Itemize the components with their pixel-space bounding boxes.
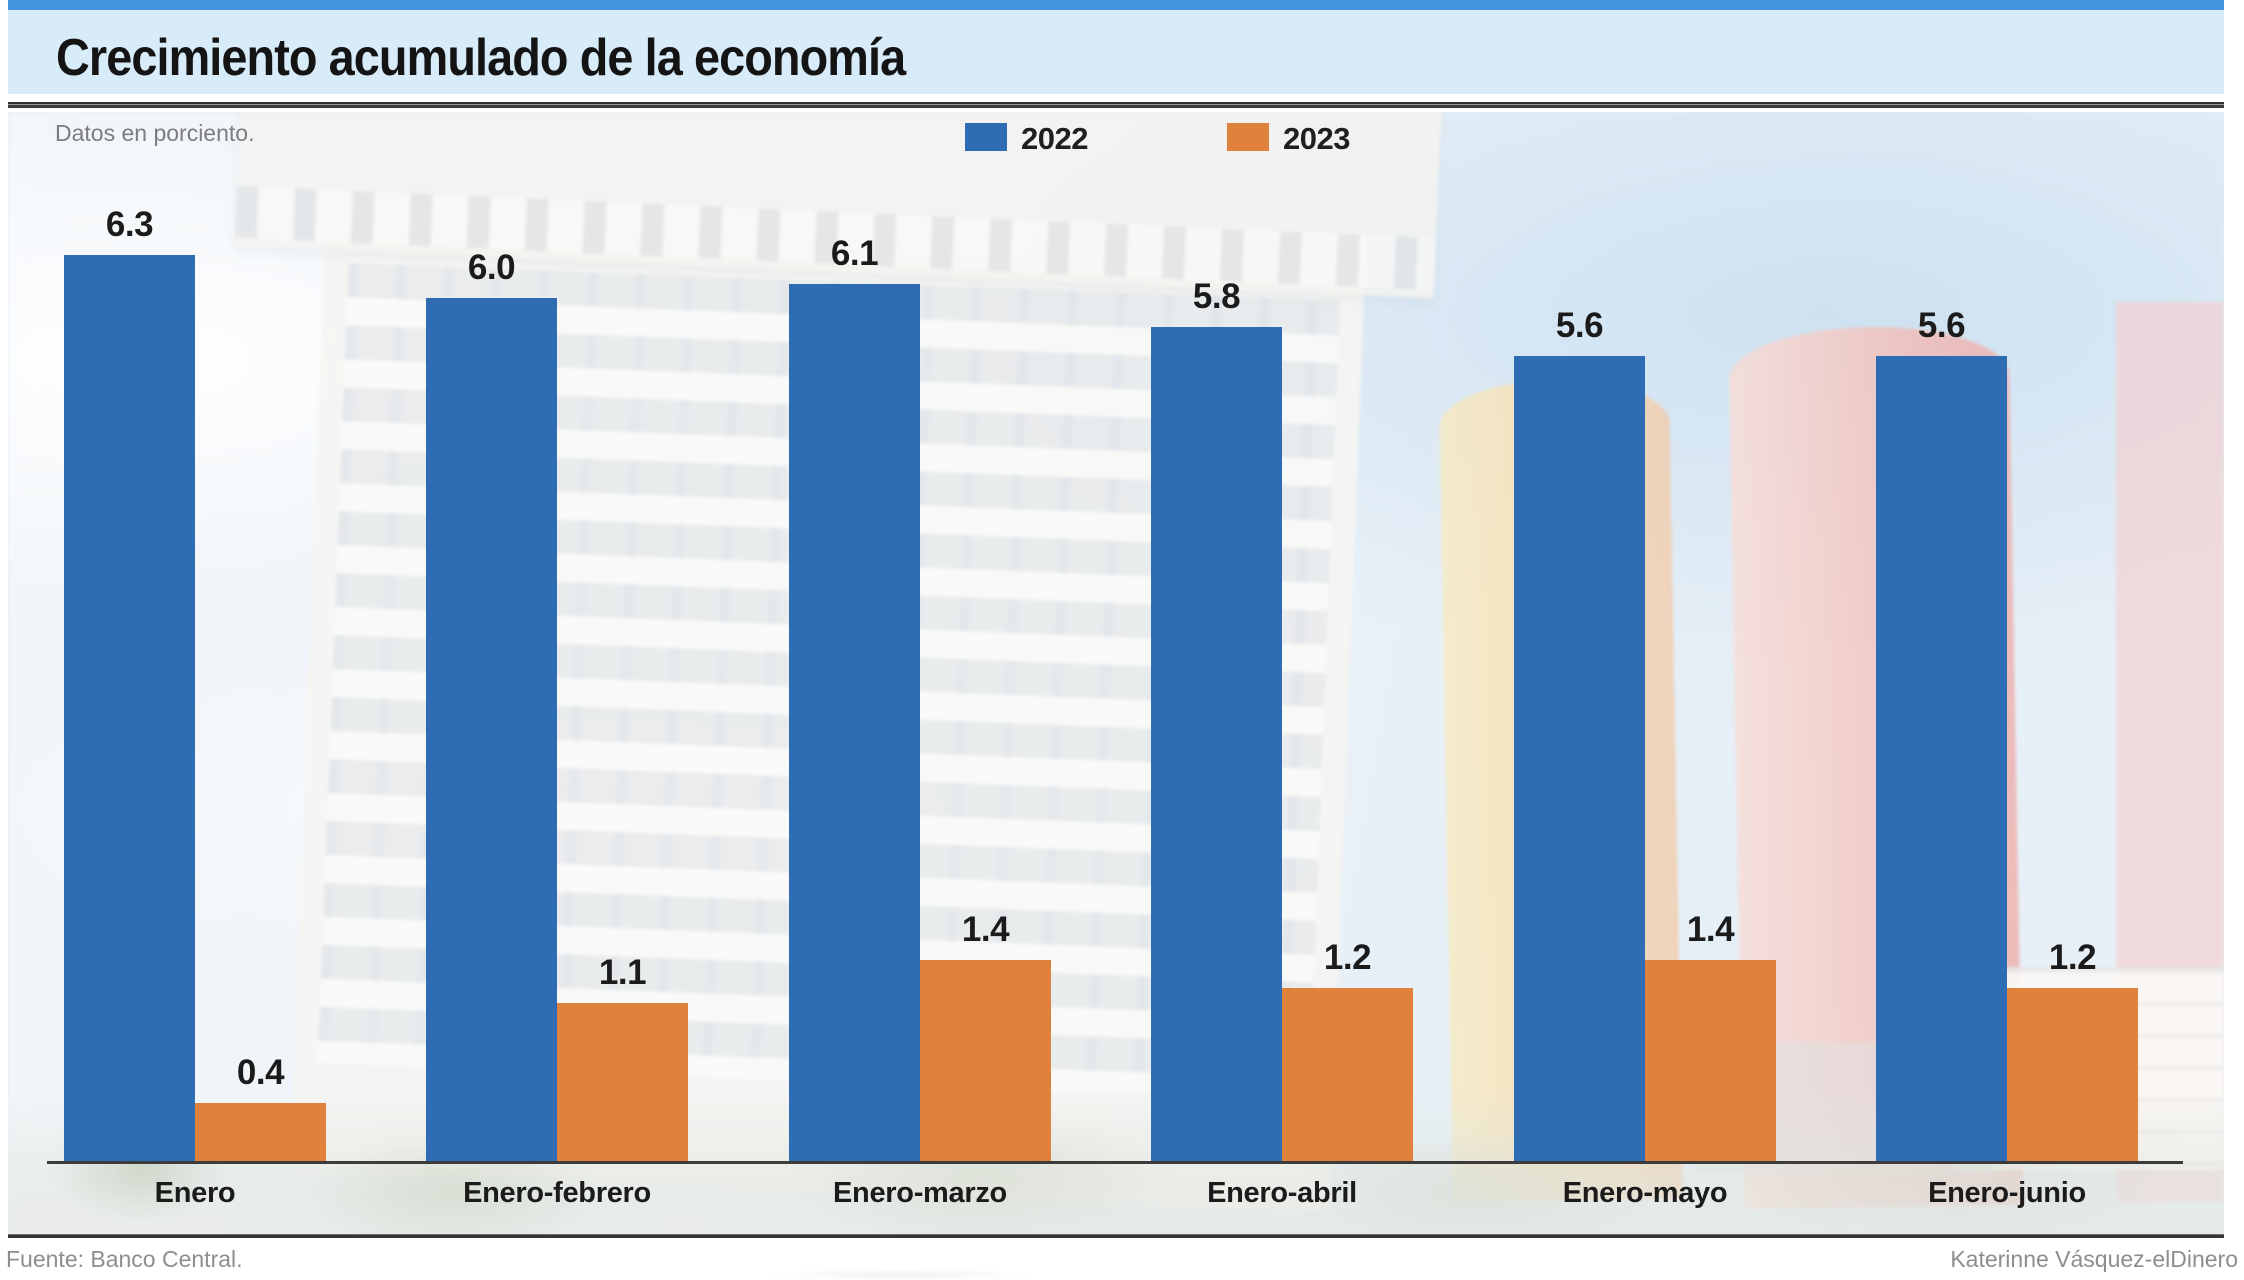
bar-2023-3 (920, 960, 1051, 1161)
value-label-2023-2: 1.1 (598, 953, 647, 992)
plot-area: 6.3 0.4 Enero 6.0 1.1 Enero-febrero 6.1 1.4 Ener… (8, 112, 2224, 1237)
value-label-2022-6: 5.6 (1917, 306, 1966, 345)
bar-2023-6 (2007, 988, 2138, 1161)
footer: Fuente: Banco Central. Katerinne Vásquez… (0, 1244, 2244, 1280)
value-label-2023-1: 0.4 (236, 1053, 285, 1092)
header-divider (8, 102, 2224, 108)
bar-2022-1 (64, 255, 195, 1161)
category-label-3: Enero-marzo (833, 1177, 1007, 1209)
legend-label-2023: 2023 (1283, 121, 1350, 156)
credit-text: Katerinne Vásquez-elDinero (1950, 1246, 2238, 1272)
legend-label-2022: 2022 (1021, 121, 1088, 156)
bar-2023-4 (1282, 988, 1413, 1161)
category-label-1: Enero (154, 1177, 236, 1209)
value-label-2023-6: 1.2 (2048, 938, 2097, 977)
title-band: Crecimiento acumulado de la economía (8, 10, 2224, 94)
bar-2023-2 (557, 1003, 688, 1161)
chart-area: Datos en porciento. 2022 2023 6.3 0.4 Ener… (8, 112, 2224, 1237)
legend-swatch-2023 (1227, 123, 1269, 151)
chart-legend: 2022 2023 (8, 121, 2224, 156)
category-label-5: Enero-mayo (1562, 1177, 1728, 1209)
page-title: Crecimiento acumulado de la economía (56, 29, 906, 87)
category-label-4: Enero-abril (1207, 1177, 1357, 1209)
bar-2022-2 (426, 298, 557, 1161)
value-label-2023-3: 1.4 (961, 910, 1010, 949)
value-label-2022-1: 6.3 (105, 205, 154, 244)
category-label-6: Enero-junio (1928, 1177, 2086, 1209)
value-label-2022-3: 6.1 (830, 234, 879, 273)
background-smudge (760, 1268, 1040, 1280)
bar-2022-6 (1876, 356, 2007, 1161)
legend-swatch-2022 (965, 123, 1007, 151)
bar-2022-5 (1514, 356, 1645, 1161)
value-label-2022-4: 5.8 (1192, 277, 1241, 316)
bar-2023-1 (195, 1103, 326, 1161)
chart-subtitle: Datos en porciento. (55, 120, 255, 146)
chart-bottom-border (8, 1234, 2224, 1238)
value-label-2022-5: 5.6 (1555, 306, 1604, 345)
x-axis-baseline (47, 1161, 2183, 1164)
value-label-2022-2: 6.0 (467, 248, 516, 287)
bar-2022-3 (789, 284, 920, 1161)
value-label-2023-4: 1.2 (1323, 938, 1372, 977)
category-label-2: Enero-febrero (463, 1177, 651, 1209)
bar-2023-5 (1645, 960, 1776, 1161)
source-text: Fuente: Banco Central. (6, 1246, 243, 1272)
bar-2022-4 (1151, 327, 1282, 1161)
value-label-2023-5: 1.4 (1686, 910, 1735, 949)
top-accent-bar (8, 0, 2224, 10)
white-fade-overlay (8, 112, 2224, 1237)
